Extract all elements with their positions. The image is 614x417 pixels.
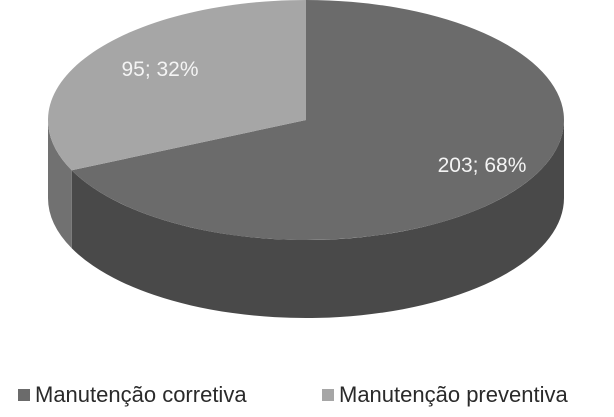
data-label-preventiva: 95; 32% [121,58,198,81]
legend-label-preventiva: Manutenção preventiva [339,382,568,407]
pie-data-labels: 203; 68% 95; 32% [121,58,526,177]
pie-side-preventiva [48,120,72,249]
data-label-corretiva: 203; 68% [438,154,527,177]
pie-slices [48,0,565,318]
pie-side-corretiva [71,120,564,318]
legend-swatch-corretiva [18,389,30,401]
legend-swatch-preventiva [322,389,334,401]
legend-label-corretiva: Manutenção corretiva [35,382,247,407]
pie-slice-corretiva [71,0,565,240]
legend: Manutenção corretiva Manutenção preventiv… [18,382,568,407]
pie-slice-preventiva [48,0,307,171]
